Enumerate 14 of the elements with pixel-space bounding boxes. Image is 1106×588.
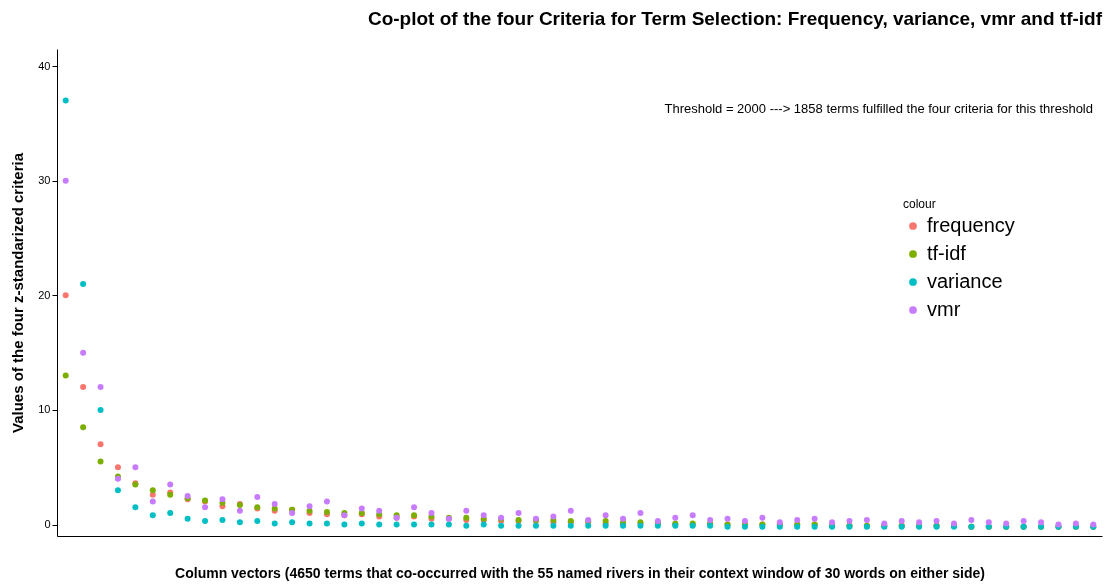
chart-title: Co-plot of the four Criteria for Term Selection: Frequency, variance, vmr and tf-idf	[367, 8, 1103, 29]
y-tick-label: 40	[38, 59, 51, 72]
legend-label: variance	[927, 270, 1003, 292]
x-axis-title: Column vectors (4650 terms that co-occurred with the 55 named rivers in their context window of 30 words on either side)	[175, 564, 985, 581]
legend-label: tf-idf	[927, 242, 967, 264]
legend-label: vmr	[927, 298, 961, 320]
legend-label: frequency	[927, 214, 1015, 236]
y-tick-label: 30	[38, 174, 51, 187]
annotation: Threshold = 2000 ---> 1858 terms fulfilled the four criteria for this threshold	[664, 101, 1093, 116]
y-tick-label: 20	[38, 288, 51, 301]
y-tick-label: 0	[44, 518, 51, 531]
legend-title: colour	[903, 197, 936, 211]
y-axis-title: Values of the four z-standarized criteria	[9, 152, 27, 434]
y-tick-label: 10	[38, 403, 51, 416]
